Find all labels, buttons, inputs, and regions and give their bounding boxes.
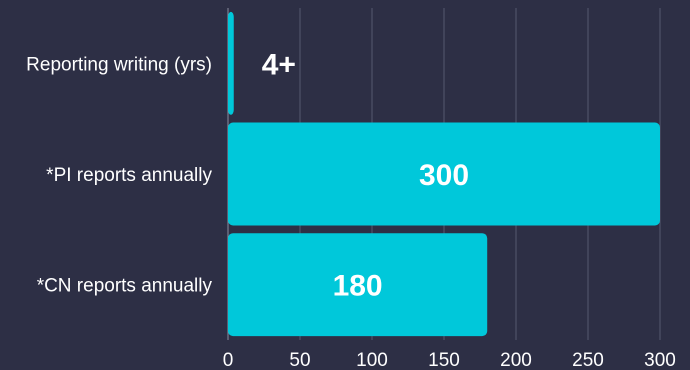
bar [228,122,660,226]
x-tick-label: 200 [500,350,532,370]
category-label: *PI reports annually [46,165,212,186]
x-tick-label: 250 [572,350,604,370]
category-labels: Reporting writing (yrs) *PI reports annua… [26,54,212,296]
x-tick-label: 0 [223,350,234,370]
data-label: 300 [419,159,469,192]
bar [228,233,488,337]
bars [228,11,660,337]
category-label: *CN reports annually [37,276,213,297]
x-tick-label: 100 [356,350,388,370]
category-label: Reporting writing (yrs) [26,54,212,75]
data-label: 180 [333,270,383,303]
data-label: 4+ [262,48,296,81]
data-labels: 4+ 300 180 [262,48,469,302]
x-tick-labels: 0 50 100 150 200 250 300 [223,350,676,370]
bar [228,11,234,115]
x-tick-label: 150 [428,350,460,370]
x-tick-label: 50 [289,350,310,370]
x-tick-label: 300 [644,350,676,370]
